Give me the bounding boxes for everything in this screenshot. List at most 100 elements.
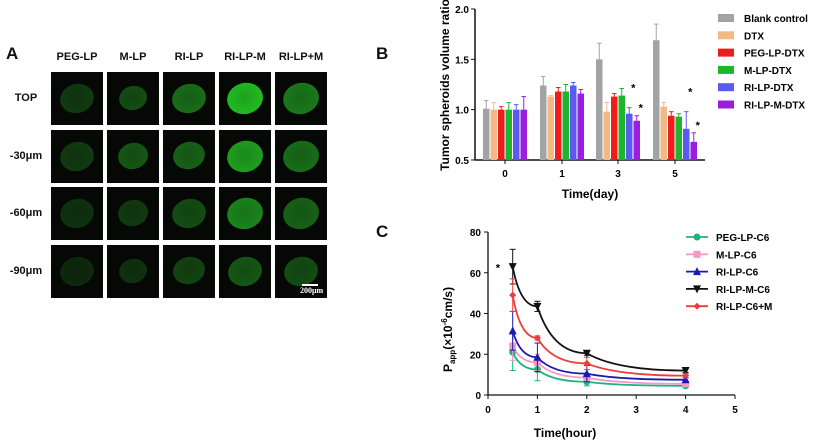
legend-label: RI-LP-C6	[716, 268, 759, 279]
scale-bar	[302, 284, 318, 286]
y-axis-label-part: (×10	[441, 325, 455, 350]
bar	[633, 120, 640, 160]
micrograph	[107, 187, 159, 240]
bar	[603, 111, 610, 160]
spheroid	[168, 194, 210, 232]
x-tick-label: 3	[615, 169, 621, 180]
y-tick-label: 1.0	[455, 106, 469, 117]
marker-diamond	[682, 372, 690, 380]
spheroid	[56, 252, 98, 290]
bar	[596, 59, 603, 161]
micrograph	[219, 187, 271, 240]
spheroid	[56, 194, 98, 232]
significance-star: *	[639, 103, 644, 115]
legend-swatch	[718, 31, 734, 40]
row-header: TOP	[14, 92, 38, 104]
marker-diamond	[533, 334, 541, 342]
bar	[513, 109, 520, 160]
y-axis-label: Tumor spheroids volume ratio	[438, 0, 452, 171]
spheroid	[279, 193, 323, 233]
spheroid	[223, 78, 267, 118]
marker-triangle-down	[582, 349, 591, 358]
legend-swatch	[718, 65, 734, 74]
bar	[626, 113, 633, 160]
marker-triangle-up	[582, 369, 591, 378]
x-tick-label: 3	[633, 405, 639, 416]
bar	[577, 93, 584, 160]
spheroid	[115, 139, 151, 173]
column-header: M-LP	[119, 51, 147, 63]
column-header: RI-LP-M	[224, 51, 266, 63]
spheroid	[115, 196, 151, 230]
spheroid	[223, 136, 267, 176]
y-tick-label: 0	[475, 391, 481, 402]
legend-swatch	[718, 14, 734, 22]
column-header: RI-LP+M	[278, 51, 324, 63]
panel-b-label: B	[376, 44, 389, 63]
spheroid	[279, 78, 323, 118]
micrograph	[275, 245, 327, 298]
marker-triangle-down	[693, 285, 701, 294]
marker-square	[693, 250, 701, 258]
micrograph	[107, 130, 159, 183]
y-tick-label: 40	[470, 310, 482, 321]
micrograph	[107, 72, 159, 125]
bar	[618, 95, 625, 160]
spheroid	[224, 252, 266, 290]
spheroid	[279, 136, 323, 176]
significance-star: *	[631, 83, 636, 95]
bar	[555, 91, 562, 160]
scale-bar-label: 200μm	[300, 286, 324, 295]
bar	[683, 128, 690, 160]
micrograph	[275, 130, 327, 183]
legend-label: Blank control	[744, 14, 808, 25]
micrograph	[275, 187, 327, 240]
bar	[690, 141, 697, 160]
row-header: -60μm	[9, 207, 43, 219]
marker-triangle-up	[681, 375, 690, 384]
y-axis-label-part: cm/s)	[441, 287, 455, 318]
series-line	[511, 295, 686, 377]
significance-star: *	[688, 87, 693, 99]
legend-swatch	[718, 83, 734, 92]
bar	[547, 96, 554, 160]
micrograph	[51, 130, 103, 183]
x-tick-label: 1	[559, 169, 565, 180]
marker-triangle-up	[508, 326, 517, 335]
y-axis-label-part: -6	[440, 318, 449, 326]
x-tick-label: 0	[502, 169, 508, 180]
micrograph	[163, 187, 215, 240]
spheroid	[223, 193, 267, 233]
spheroid	[168, 79, 210, 117]
series-line	[511, 351, 686, 387]
bar	[490, 109, 497, 160]
legend-label: DTX	[744, 31, 764, 42]
x-tick-label: 0	[485, 405, 491, 416]
column-header: RI-LP	[174, 51, 204, 63]
column-header: PEG-LP	[56, 51, 98, 63]
bar	[660, 106, 667, 160]
micrograph	[107, 245, 159, 298]
row-header: -30μm	[9, 150, 43, 162]
micrograph	[219, 245, 271, 298]
bar	[498, 109, 505, 160]
micrograph	[51, 72, 103, 125]
y-axis-label: Papp(×10-6cm/s)	[440, 287, 457, 372]
marker-diamond	[583, 359, 591, 367]
legend-label: M-LP-C6	[716, 250, 757, 261]
x-axis-label: Time(day)	[562, 187, 618, 201]
spheroid	[116, 82, 150, 114]
bar	[653, 40, 660, 160]
spheroid	[116, 255, 150, 287]
micrograph	[51, 245, 103, 298]
marker-triangle-up	[693, 267, 701, 276]
micrograph	[163, 130, 215, 183]
marker-square	[682, 380, 690, 388]
bar	[570, 85, 577, 160]
y-axis-label-part: P	[441, 364, 455, 372]
legend-label: RI-LP-DTX	[744, 83, 794, 94]
y-tick-label: 20	[470, 350, 482, 361]
marker-triangle-down	[533, 302, 542, 311]
